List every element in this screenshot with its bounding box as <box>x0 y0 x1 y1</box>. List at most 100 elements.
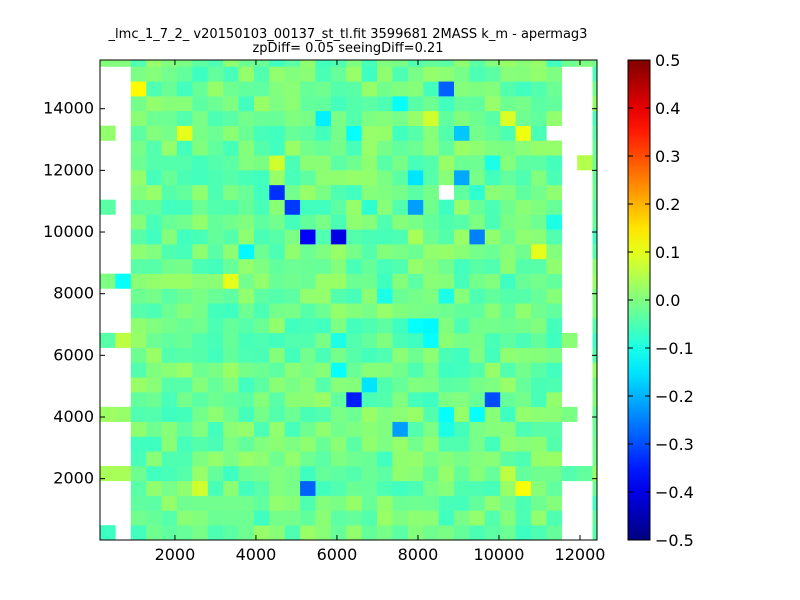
heatmap-cell <box>407 451 424 467</box>
heatmap-cell <box>515 480 532 496</box>
heatmap-cell <box>130 244 147 260</box>
heatmap-cell <box>454 377 470 393</box>
heatmap-cell <box>269 81 285 97</box>
heatmap-cell <box>530 140 547 156</box>
heatmap-cell <box>115 332 132 348</box>
heatmap-cell <box>238 510 255 526</box>
heatmap-cell <box>238 466 255 482</box>
heatmap-cell <box>484 125 501 141</box>
heatmap-cell <box>377 258 393 274</box>
heatmap-cell <box>176 318 193 334</box>
heatmap-cell <box>253 480 270 496</box>
x-tick-label: 10000 <box>474 545 525 564</box>
heatmap-cell <box>392 140 409 156</box>
heatmap-cell <box>330 110 347 126</box>
heatmap-cell <box>176 480 193 496</box>
heatmap-cell <box>207 495 224 511</box>
heatmap-cell <box>130 258 147 274</box>
heatmap-cell <box>500 273 516 289</box>
heatmap-cell <box>146 170 162 186</box>
heatmap-cell <box>115 273 132 289</box>
heatmap-cell <box>176 170 193 186</box>
heatmap-cell <box>146 318 162 334</box>
heatmap-cell <box>361 495 378 511</box>
heatmap-cell <box>346 258 362 274</box>
heatmap-cell <box>253 525 270 541</box>
heatmap-cell <box>438 347 455 363</box>
heatmap-cell <box>284 214 301 230</box>
heatmap-cell <box>176 273 193 289</box>
heatmap-cell <box>315 377 332 393</box>
heatmap-cell <box>546 347 563 363</box>
heatmap-cell <box>515 155 532 171</box>
heatmap-cell <box>300 466 316 482</box>
heatmap-cell <box>500 81 516 97</box>
heatmap-cell <box>253 332 270 348</box>
heatmap-cell <box>423 81 439 97</box>
heatmap-cell <box>207 480 224 496</box>
heatmap-cell <box>361 66 378 82</box>
heatmap-cell <box>530 362 547 378</box>
heatmap-cell <box>361 214 378 230</box>
x-tick-label: 12000 <box>555 545 606 564</box>
heatmap-cell <box>407 406 424 422</box>
heatmap-cell <box>392 318 409 334</box>
heatmap-cell <box>315 332 332 348</box>
heatmap-cell <box>253 81 270 97</box>
heatmap-cell <box>330 199 347 215</box>
heatmap-cell <box>130 495 147 511</box>
heatmap-cell <box>130 184 147 200</box>
heatmap-cell <box>515 81 532 97</box>
heatmap-cell <box>530 81 547 97</box>
heatmap-cell <box>392 184 409 200</box>
heatmap-cell <box>207 214 224 230</box>
heatmap-cell <box>330 273 347 289</box>
heatmap-cell <box>207 199 224 215</box>
heatmap-cell <box>161 451 178 467</box>
heatmap-cell <box>346 244 362 260</box>
heatmap-cell <box>484 140 501 156</box>
heatmap-cell <box>284 155 301 171</box>
heatmap-cell <box>238 495 255 511</box>
heatmap-cell <box>176 377 193 393</box>
heatmap-cell <box>530 332 547 348</box>
heatmap-cell <box>438 96 455 112</box>
heatmap-cell <box>454 273 470 289</box>
heatmap-cell <box>515 318 532 334</box>
heatmap-cell <box>469 510 486 526</box>
heatmap-cell <box>315 525 332 541</box>
heatmap-cell <box>392 510 409 526</box>
heatmap-cell <box>130 214 147 230</box>
colorbar-tick-label: −0.1 <box>655 339 694 358</box>
heatmap-cell <box>269 184 285 200</box>
heatmap-cell <box>469 288 486 304</box>
heatmap-cell <box>546 244 563 260</box>
heatmap-cell <box>484 436 501 452</box>
heatmap-cell <box>515 525 532 541</box>
heatmap-cell <box>330 170 347 186</box>
heatmap-cell <box>192 332 209 348</box>
heatmap-cell <box>438 258 455 274</box>
heatmap-cell <box>346 288 362 304</box>
heatmap-cell <box>469 318 486 334</box>
heatmap-cell <box>346 155 362 171</box>
heatmap-cell <box>346 81 362 97</box>
heatmap-cell <box>515 140 532 156</box>
heatmap-cell <box>377 347 393 363</box>
heatmap-cell <box>176 199 193 215</box>
heatmap-cell <box>161 288 178 304</box>
heatmap-cell <box>469 125 486 141</box>
heatmap-cell <box>315 184 332 200</box>
heatmap-cell <box>300 495 316 511</box>
heatmap-cell <box>192 273 209 289</box>
heatmap-cell <box>530 288 547 304</box>
heatmap-cell <box>315 273 332 289</box>
heatmap-cell <box>454 96 470 112</box>
heatmap-cell <box>377 155 393 171</box>
heatmap-cell <box>238 273 255 289</box>
heatmap-cell <box>577 60 593 67</box>
heatmap-cell <box>407 244 424 260</box>
heatmap-cell <box>192 318 209 334</box>
heatmap-cell <box>207 96 224 112</box>
heatmap-cell <box>223 318 239 334</box>
